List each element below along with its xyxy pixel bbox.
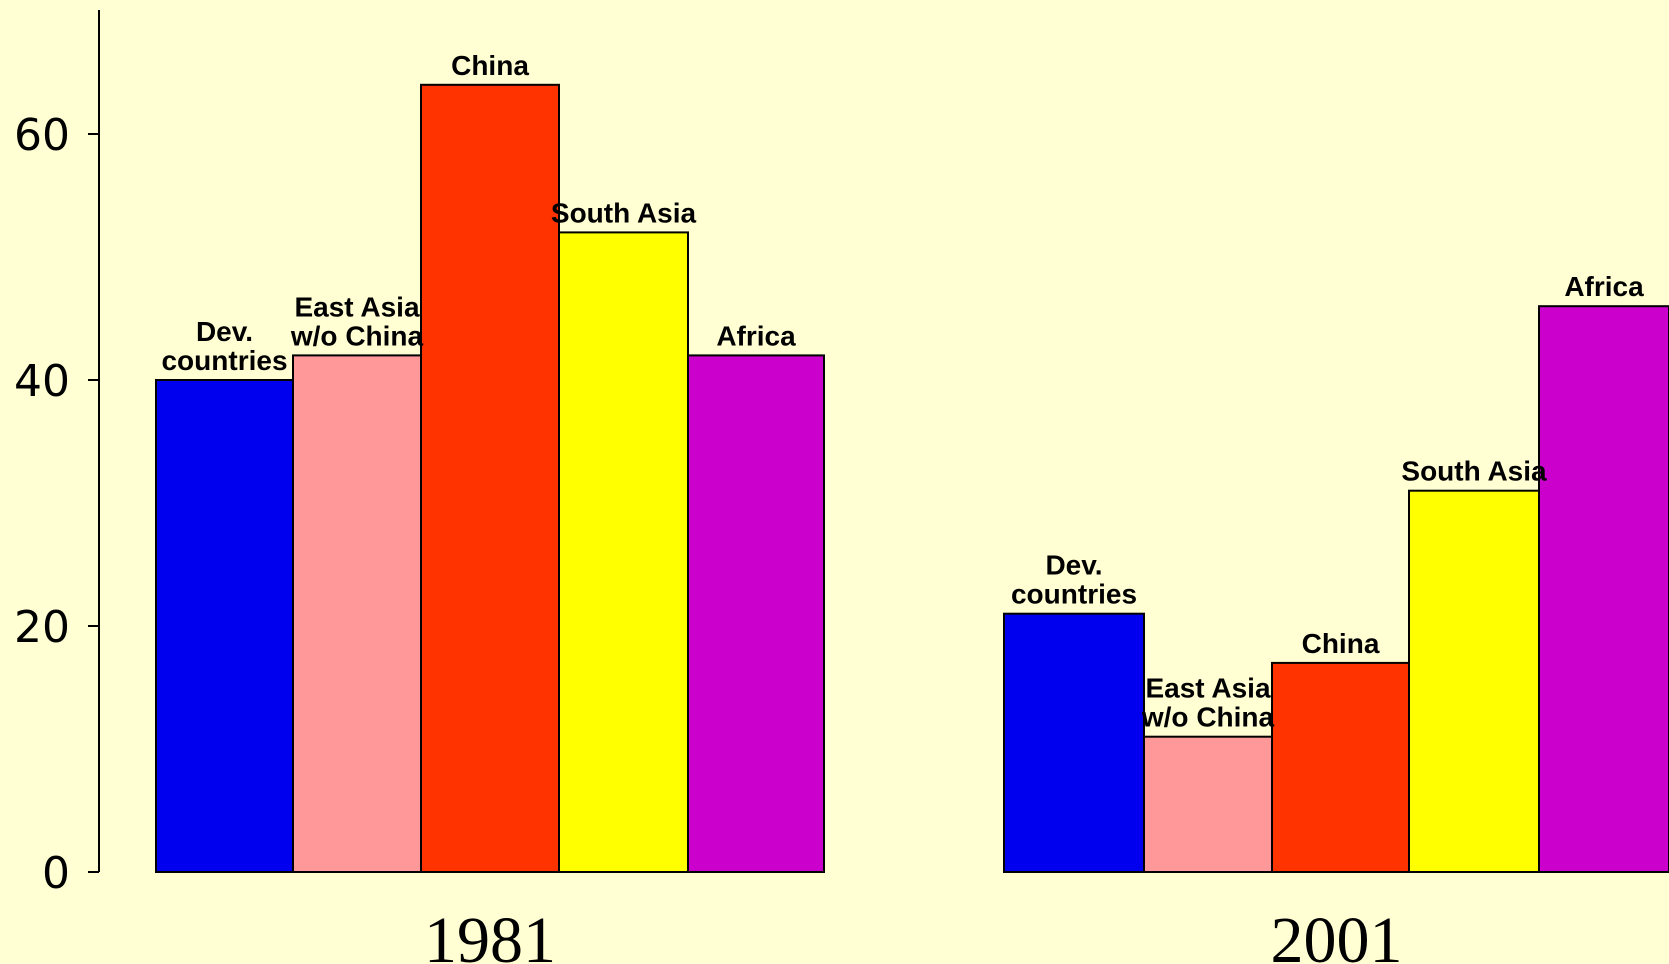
bar-label-1981-east-asia-w-o-china-line1: East Asia xyxy=(294,291,419,322)
bar-2001-africa xyxy=(1538,305,1669,873)
bar-2001-china xyxy=(1271,661,1410,874)
y-tick-label-40: 40 xyxy=(14,356,70,407)
bar-label-2001-dev-countries-line1: Dev. xyxy=(1045,550,1102,581)
bar-2001-dev-countries xyxy=(1003,612,1145,873)
group-labels-layer: 1981 2001 xyxy=(424,904,1403,964)
group-label-1981: 1981 xyxy=(424,904,556,964)
bar-1981-south-asia xyxy=(558,231,689,873)
bar-1981-east-asia-w-o-china xyxy=(292,354,422,873)
group-label-2001: 2001 xyxy=(1271,904,1403,964)
bar-2001-east-asia-w-o-china xyxy=(1143,735,1273,874)
bar-label-2001-east-asia-w-o-china-line2: w/o China xyxy=(1141,702,1275,733)
bar-label-2001-east-asia-w-o-china-line1: East Asia xyxy=(1145,673,1270,704)
bar-1981-china xyxy=(420,83,560,874)
y-tick-label-20: 20 xyxy=(14,602,70,653)
bar-1981-africa xyxy=(687,354,825,873)
bar-label-2001-dev-countries-line2: countries xyxy=(1011,579,1137,610)
bar-label-1981-dev-countries-line1: Dev. xyxy=(196,316,253,347)
bar-2001-south-asia xyxy=(1408,489,1540,873)
bar-1981-dev-countries xyxy=(155,379,294,873)
bars-layer xyxy=(155,83,1669,874)
bar-label-2001-china: China xyxy=(1302,628,1380,659)
y-tick-label-0: 0 xyxy=(42,848,70,899)
bar-label-1981-dev-countries-line2: countries xyxy=(161,345,287,376)
bar-label-1981-china: China xyxy=(451,50,529,81)
bar-label-1981-east-asia-w-o-china-line2: w/o China xyxy=(290,320,424,351)
y-axis-ticks: 0 20 40 60 xyxy=(14,110,99,899)
bar-label-2001-south-asia: South Asia xyxy=(1401,456,1547,487)
bar-label-2001-africa: Africa xyxy=(1564,271,1644,302)
bar-label-1981-africa: Africa xyxy=(716,320,796,351)
y-tick-label-60: 60 xyxy=(14,110,70,161)
bar-label-1981-south-asia: South Asia xyxy=(551,197,697,228)
